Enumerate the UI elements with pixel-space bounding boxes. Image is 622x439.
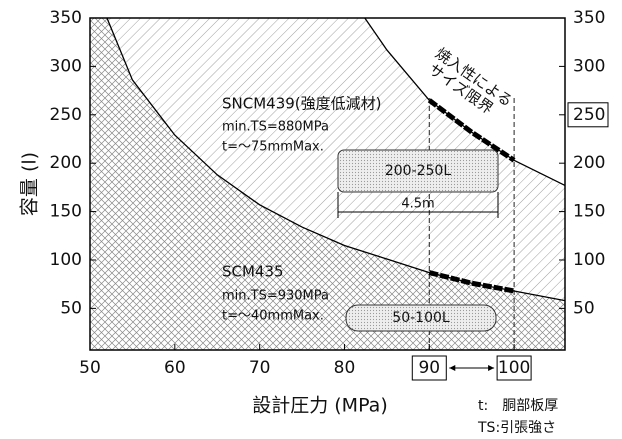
y2-tick-label: 200 [573,153,605,173]
dim-label: 4.5m [401,197,434,212]
series-note: t=～40mmMax. [222,309,324,324]
y2-tick-label: 250 [573,105,605,125]
series-label: SCM435 [222,263,284,281]
y2-tick-label: 50 [573,298,595,318]
series-note: t=～75mmMax. [222,140,324,155]
y-tick-label: 50 [60,298,82,318]
x-axis-label: 設計圧力 (MPa) [252,395,388,417]
series-label: SNCM439(強度低減材) [222,95,382,113]
vessel-label: 200-250L [385,163,451,179]
x-tick-label: 50 [79,358,101,378]
y-tick-label: 200 [50,153,82,173]
y2-tick-label: 300 [573,56,605,76]
x-tick-label: 100 [498,358,530,378]
y-axis-label: 容量 (l) [19,152,41,216]
y-tick-label: 250 [50,105,82,125]
x-tick-label: 80 [334,358,356,378]
footnote: TS:引張強さ [477,420,556,436]
x-tick-label: 90 [418,358,440,378]
series-note: min.TS=930MPa [222,289,329,304]
footnote: t: 胴部板厚 [478,398,558,414]
x-tick-label: 70 [249,358,271,378]
chart: 設計圧力 (MPa) 容量 (l) t: 胴部板厚 TS:引張強さ 50 60 70… [0,0,622,439]
y-tick-label: 300 [50,56,82,76]
series-note: min.TS=880MPa [222,120,329,135]
x-tick-label: 60 [164,358,186,378]
y2-tick-label: 150 [573,202,605,222]
y2-tick-label: 350 [573,8,605,28]
y-tick-label: 350 [50,8,82,28]
y-tick-label: 150 [50,202,82,222]
y2-tick-label: 100 [573,250,605,270]
vessel-label: 50-100L [392,310,450,326]
y-tick-label: 100 [50,250,82,270]
